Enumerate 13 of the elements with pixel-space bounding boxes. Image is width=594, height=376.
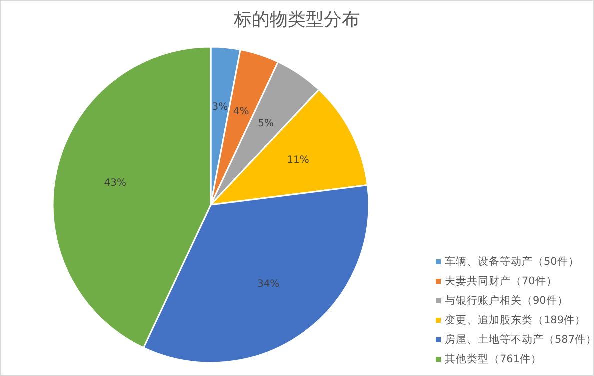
- legend-label: 车辆、设备等动产（50件）: [445, 255, 580, 268]
- chart-title: 标的物类型分布: [233, 10, 360, 30]
- data-label: 11%: [287, 155, 310, 166]
- data-label: 43%: [104, 178, 127, 190]
- legend-label: 房屋、土地等不动产（587件）: [445, 333, 594, 346]
- legend-label: 其他类型（761件）: [445, 352, 542, 366]
- data-label: 34%: [257, 278, 280, 290]
- data-label: 3%: [212, 102, 228, 113]
- legend-label: 夫妻共同财产（70件）: [445, 274, 558, 288]
- data-label: 5%: [258, 118, 274, 130]
- data-label: 4%: [233, 106, 250, 118]
- legend-label: 与银行账户相关（90件）: [445, 294, 568, 307]
- legend-label: 变更、追加股东类（189件）: [445, 314, 586, 326]
